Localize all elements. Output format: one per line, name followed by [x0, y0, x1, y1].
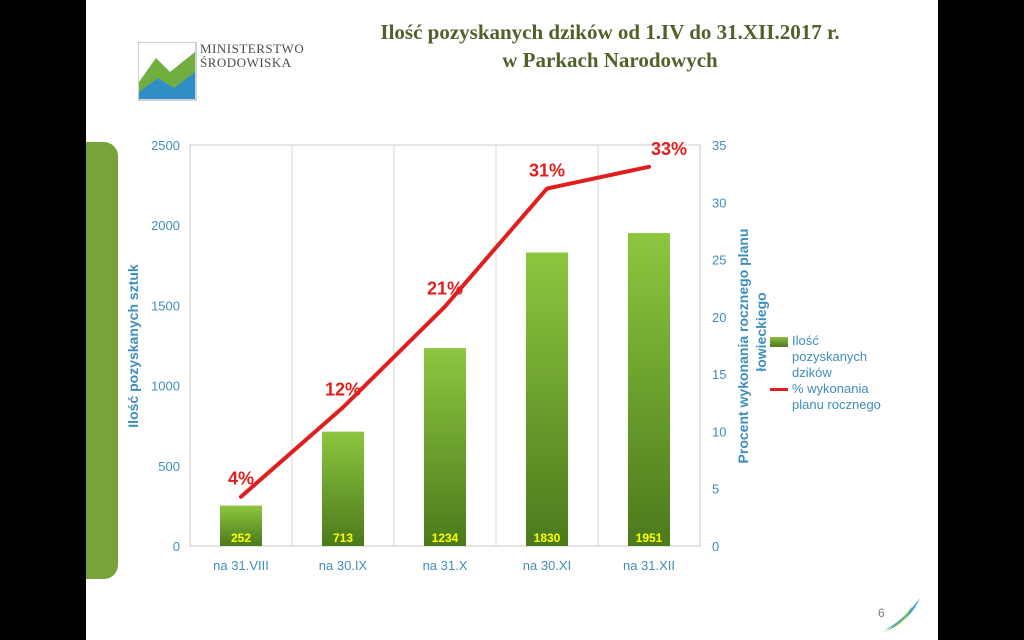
- bar: [628, 233, 670, 546]
- bar: [526, 252, 568, 546]
- title-line-1: Ilość pozyskanych dzików od 1.IV do 31.X…: [380, 20, 840, 44]
- page-number: 6: [878, 606, 885, 620]
- legend-line-swatch: [770, 388, 788, 391]
- chart-legend: Ilość pozyskanych dzików % wykonania pla…: [770, 333, 910, 413]
- logo-line-1: MINISTERSTWO: [200, 41, 305, 56]
- y2-tick-label: 25: [712, 253, 726, 268]
- y2-tick-label: 0: [712, 539, 719, 554]
- page-title: Ilość pozyskanych dzików od 1.IV do 31.X…: [300, 18, 920, 74]
- logo-line-2: ŚRODOWISKA: [200, 55, 292, 70]
- y2-tick-label: 20: [712, 310, 726, 325]
- y-tick-label: 2500: [151, 138, 180, 153]
- bar: [424, 348, 466, 546]
- legend-line-label: % wykonania planu rocznego: [792, 381, 881, 412]
- y2-tick-label: 15: [712, 367, 726, 382]
- x-tick-label: na 30.IX: [319, 558, 368, 573]
- y2-axis-title-line-1: Procent wykonania rocznego planu: [735, 229, 751, 464]
- y-tick-label: 2000: [151, 218, 180, 233]
- bar-value-label: 1951: [636, 531, 663, 545]
- logo-text: MINISTERSTWO ŚRODOWISKA: [200, 42, 304, 70]
- y2-tick-label: 5: [712, 482, 719, 497]
- x-tick-label: na 31.X: [423, 558, 468, 573]
- title-line-2: w Parkach Narodowych: [502, 48, 718, 72]
- bar-value-label: 713: [333, 531, 353, 545]
- y-tick-label: 1000: [151, 379, 180, 394]
- y2-tick-label: 35: [712, 138, 726, 153]
- bar: [322, 431, 364, 546]
- y2-axis-title-line-2: łowieckiego: [753, 292, 769, 371]
- percent-label: 21%: [427, 279, 463, 299]
- bar-value-label: 1830: [534, 531, 561, 545]
- percent-label: 4%: [228, 469, 254, 489]
- y-tick-label: 0: [173, 539, 180, 554]
- ministry-logo-icon: [138, 42, 197, 101]
- y-axis-title: Ilość pozyskanych sztuk: [125, 264, 141, 428]
- x-tick-label: na 31.XII: [623, 558, 675, 573]
- legend-bar-swatch: [770, 337, 788, 347]
- percent-label: 33%: [651, 139, 687, 159]
- bar-value-label: 252: [231, 531, 251, 545]
- percent-label: 12%: [325, 379, 361, 399]
- legend-item-line: % wykonania planu rocznego: [770, 381, 910, 413]
- x-tick-label: na 31.VIII: [213, 558, 269, 573]
- y2-tick-label: 10: [712, 424, 726, 439]
- legend-bar-label: Ilość pozyskanych dzików: [792, 333, 868, 380]
- bar: [220, 505, 262, 546]
- bar-value-label: 1234: [432, 531, 459, 545]
- legend-item-bars: Ilość pozyskanych dzików: [770, 333, 910, 381]
- y-tick-label: 1500: [151, 298, 180, 313]
- y2-tick-label: 30: [712, 195, 726, 210]
- y-tick-label: 500: [158, 459, 180, 474]
- x-tick-label: na 30.XI: [523, 558, 571, 573]
- percent-label: 31%: [529, 161, 565, 181]
- side-accent-tab: [86, 142, 118, 579]
